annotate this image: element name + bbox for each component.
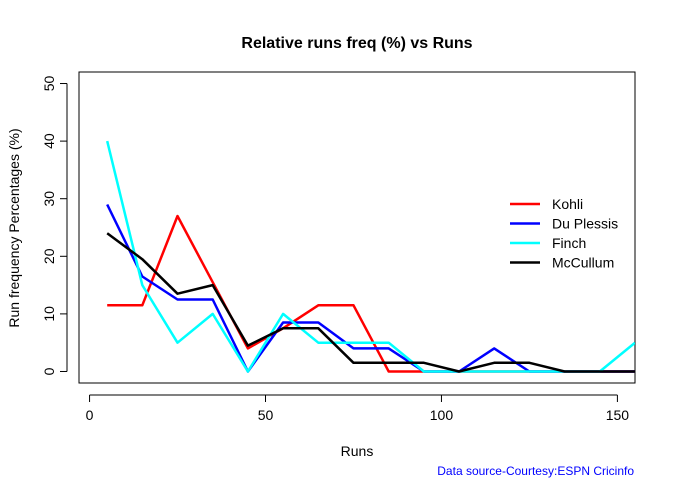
- x-tick-label: 0: [86, 407, 94, 423]
- legend-label: Du Plessis: [552, 216, 618, 232]
- plot-area: [78, 71, 636, 384]
- y-axis: 0 10 20 30 40 50: [41, 76, 68, 375]
- series-lines: [105, 140, 635, 373]
- y-tick-label: 40: [41, 133, 57, 149]
- x-axis: 0 50 100 150: [86, 394, 630, 423]
- chart-title: Relative runs freq (%) vs Runs: [241, 35, 472, 52]
- legend-label: McCullum: [552, 255, 614, 271]
- x-axis-label: Runs: [341, 443, 374, 459]
- y-axis-label: Run frequency Percentages (%): [6, 128, 22, 327]
- legend: Kohli Du Plessis Finch McCullum: [510, 196, 618, 271]
- x-tick-label: 50: [258, 407, 274, 423]
- x-tick-label: 150: [606, 407, 630, 423]
- series-line-finch: [105, 140, 635, 373]
- y-tick-label: 30: [41, 191, 57, 207]
- source-annotation: Data source-Courtesy:ESPN Cricinfo: [437, 464, 634, 478]
- series-line-mccullum: [106, 232, 635, 373]
- y-tick-label: 10: [41, 306, 57, 322]
- legend-label: Kohli: [552, 196, 583, 212]
- x-tick-label: 100: [430, 407, 454, 423]
- y-tick-label: 50: [41, 76, 57, 92]
- y-tick-label: 0: [41, 367, 57, 375]
- y-tick-label: 20: [41, 248, 57, 264]
- legend-label: Finch: [552, 235, 586, 251]
